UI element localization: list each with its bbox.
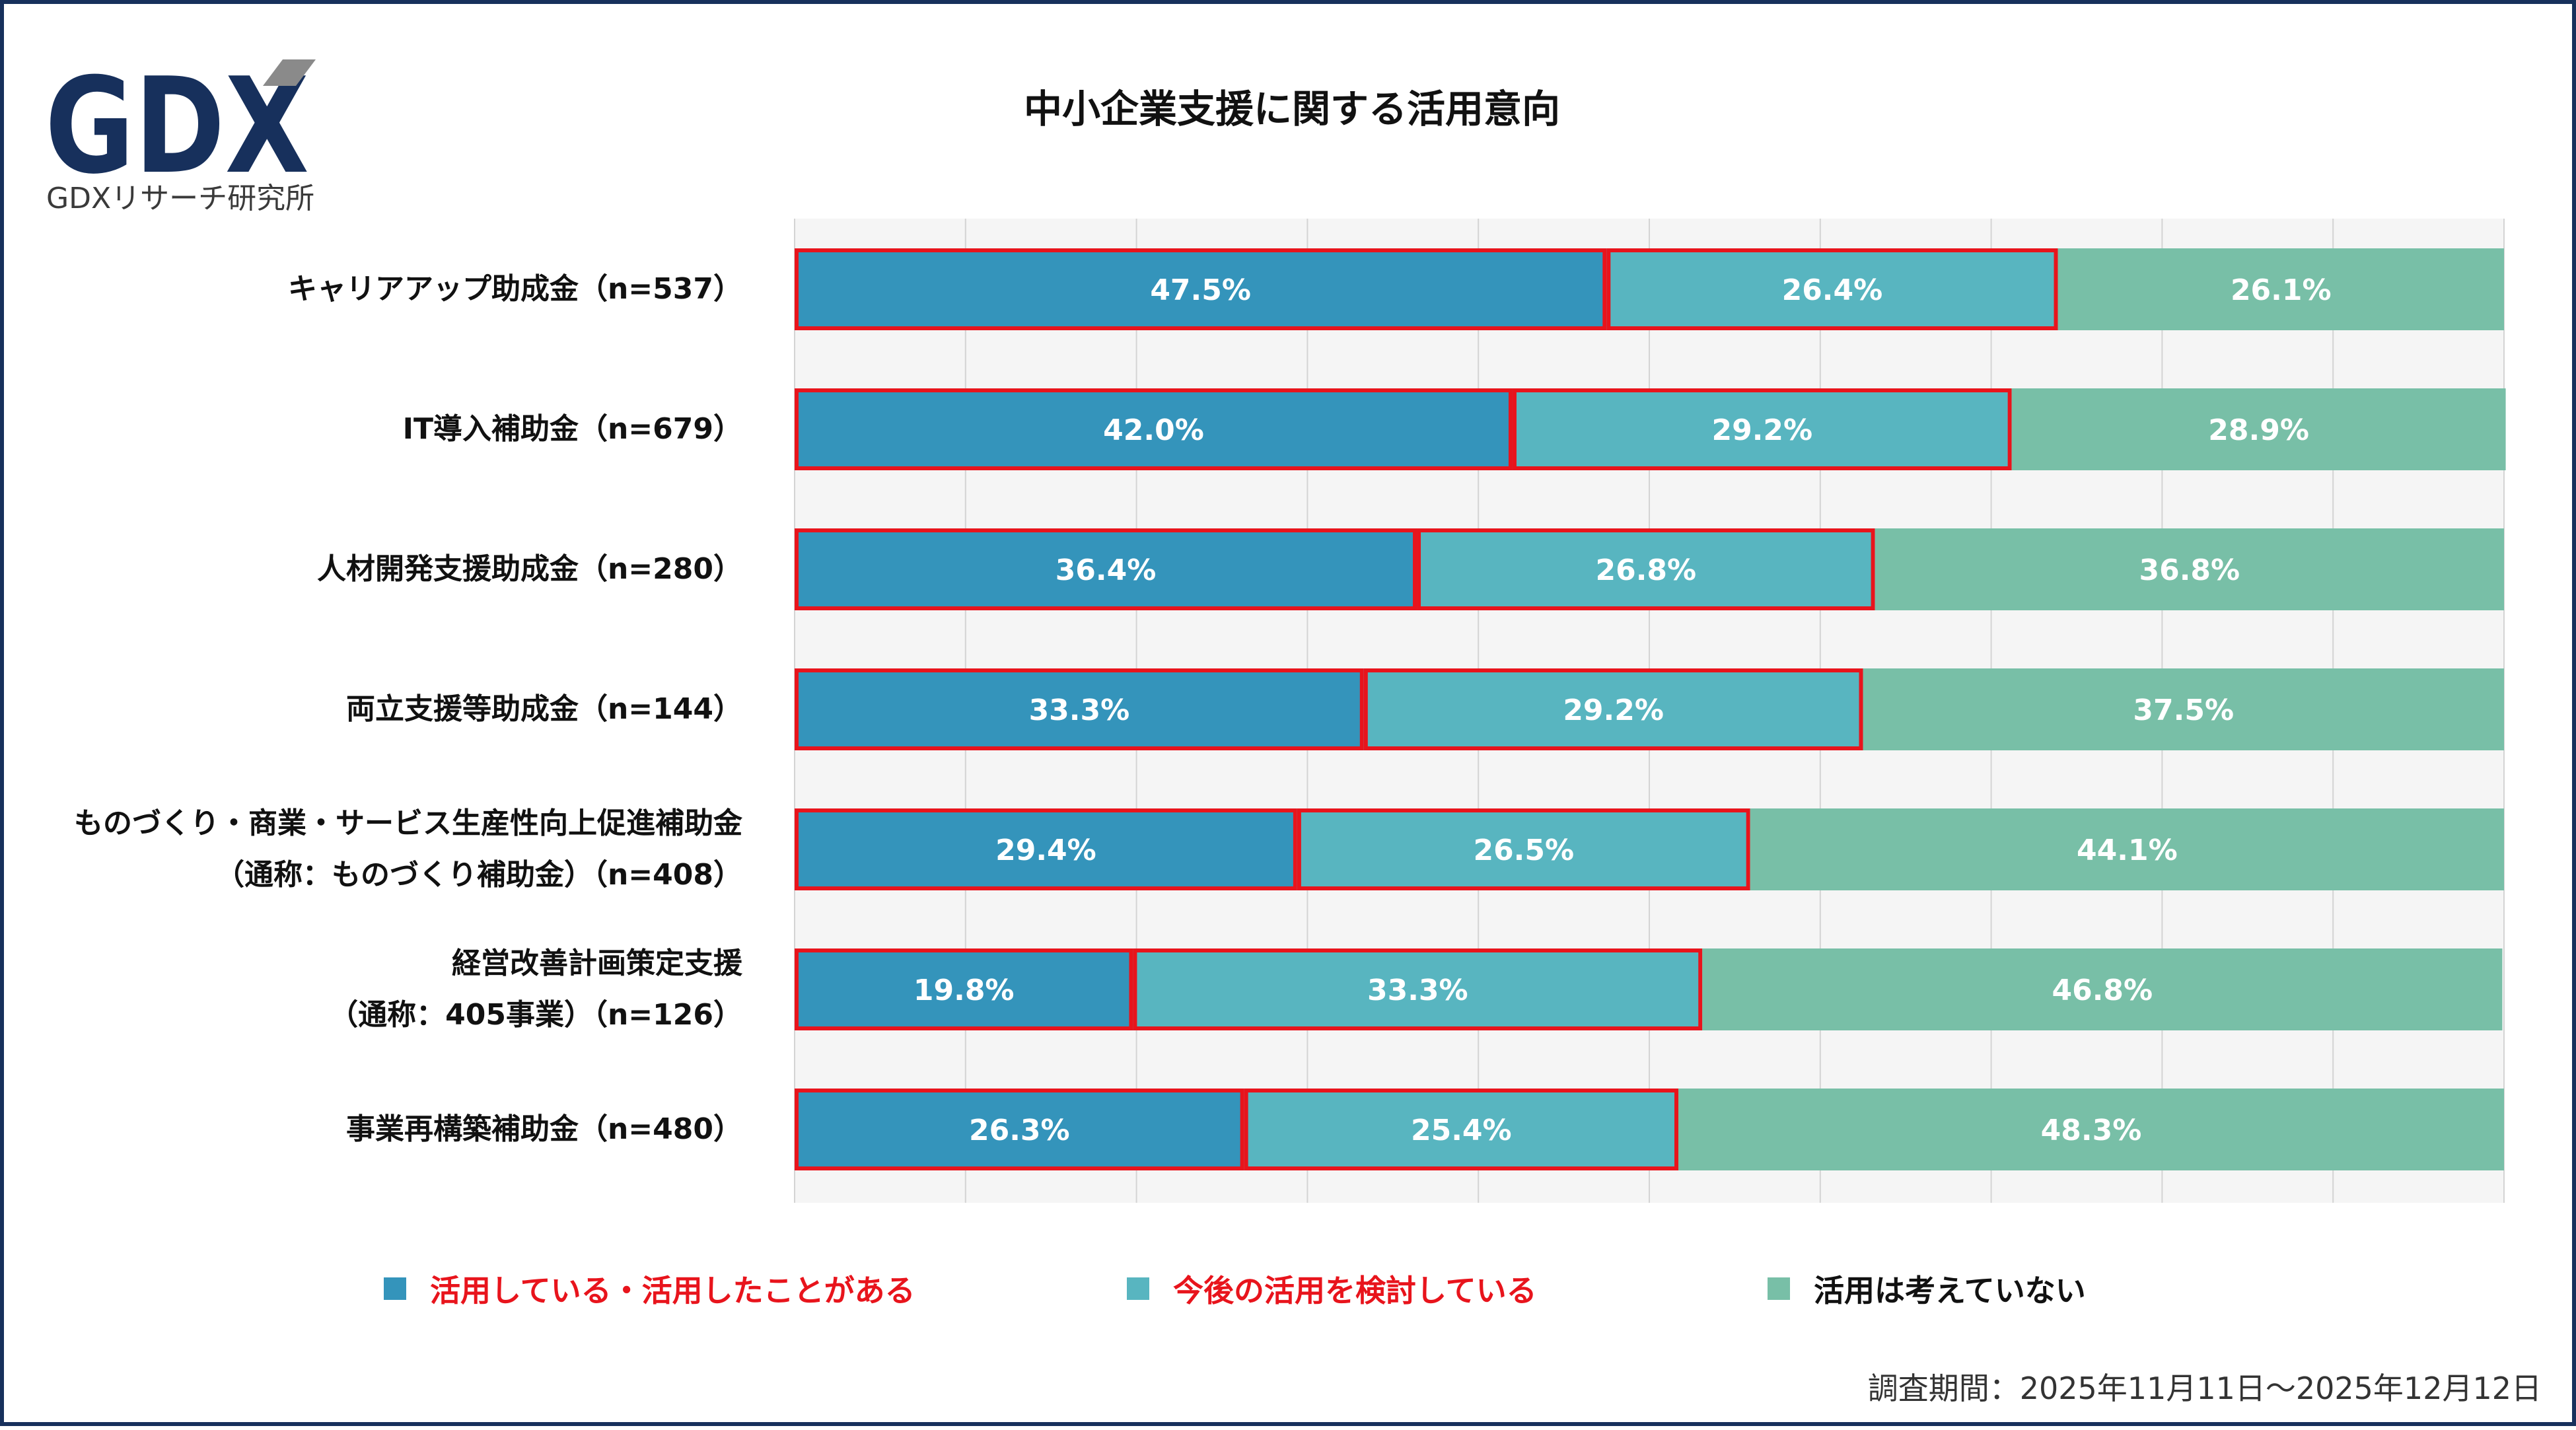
bar-segment xyxy=(1678,1089,2504,1170)
bar-segment xyxy=(795,528,1417,610)
bar-highlight-outline xyxy=(795,668,1364,750)
data-label: 26.3% xyxy=(969,1114,1070,1147)
data-label: 33.3% xyxy=(1029,694,1130,727)
legend: 活用している・活用したことがある 今後の活用を検討している 活用は考えていない xyxy=(4,1262,2576,1315)
bar-highlight-outline xyxy=(795,388,1513,470)
data-label: 44.1% xyxy=(2077,834,2178,867)
bar-segment xyxy=(1512,388,2012,470)
bar-segment xyxy=(2011,388,2506,470)
category-label: キャリアアップ助成金（n=537） xyxy=(0,264,742,315)
bar-segment xyxy=(795,248,1607,330)
gdx-logo: GDX xyxy=(45,59,316,203)
bar-highlight-outline xyxy=(1297,808,1750,890)
data-label: 26.1% xyxy=(2231,273,2332,307)
category-label-line: 経営改善計画策定支援 xyxy=(452,947,742,980)
data-label: 36.4% xyxy=(1055,554,1157,587)
category-label-line: （通称：ものづくり補助金）（n=408） xyxy=(215,858,742,892)
bar-segment xyxy=(1297,808,1750,890)
legend-label: 今後の活用を検討している xyxy=(1173,1273,1537,1308)
bar-segment xyxy=(795,668,1364,750)
legend-swatch xyxy=(1768,1277,1790,1300)
category-label: 人材開発支援助成金（n=280） xyxy=(0,544,742,595)
bar-segment xyxy=(1875,528,2504,610)
category-label-line: 人材開発支援助成金（n=280） xyxy=(316,552,742,586)
category-label-line: 事業再構築補助金（n=480） xyxy=(345,1112,742,1146)
bar-highlight-outline xyxy=(1363,668,1863,750)
category-label-line: （通称：405事業）（n=126） xyxy=(329,998,742,1032)
data-label: 29.4% xyxy=(995,834,1096,867)
category-label: 経営改善計画策定支援 （通称：405事業）（n=126） xyxy=(0,938,742,1041)
category-label: ものづくり・商業・サービス生産性向上促進補助金 （通称：ものづくり補助金）（n=4… xyxy=(0,798,742,901)
bar-segment xyxy=(795,808,1297,890)
category-label-line: 両立支援等助成金（n=144） xyxy=(345,692,742,726)
data-label: 33.3% xyxy=(1367,974,1468,1007)
bar-highlight-outline xyxy=(795,948,1133,1030)
data-label: 42.0% xyxy=(1103,413,1204,447)
legend-swatch xyxy=(1127,1277,1149,1300)
bar-highlight-outline xyxy=(1512,388,2012,470)
category-label: 事業再構築補助金（n=480） xyxy=(0,1104,742,1155)
category-label: 両立支援等助成金（n=144） xyxy=(0,684,742,735)
bar-segment xyxy=(1417,528,1875,610)
data-label: 25.4% xyxy=(1411,1114,1512,1147)
data-label: 19.8% xyxy=(913,974,1015,1007)
data-label: 36.8% xyxy=(2139,554,2240,587)
legend-item: 今後の活用を検討している xyxy=(1127,1262,1537,1315)
bar-segment xyxy=(1863,668,2504,750)
bar-highlight-outline xyxy=(1417,528,1875,610)
bar-highlight-outline xyxy=(1133,948,1703,1030)
data-label: 26.4% xyxy=(1782,273,1883,307)
bar-highlight-outline xyxy=(795,528,1417,610)
category-label-line: キャリアアップ助成金（n=537） xyxy=(287,272,742,306)
survey-period: 調査期間：2025年11月11日～2025年12月12日 xyxy=(1867,1371,2542,1406)
logo-accent-shape xyxy=(263,59,316,86)
legend-item: 活用している・活用したことがある xyxy=(384,1262,915,1315)
bar-segment xyxy=(2057,248,2504,330)
category-label-line: ものづくり・商業・サービス生産性向上促進補助金 xyxy=(74,806,742,840)
bar-segment xyxy=(795,1089,1244,1170)
data-label: 26.8% xyxy=(1595,554,1696,587)
legend-label: 活用は考えていない xyxy=(1814,1273,2086,1308)
data-label: 37.5% xyxy=(2133,694,2234,727)
data-label: 46.8% xyxy=(2052,974,2153,1007)
data-label: 29.2% xyxy=(1563,694,1664,727)
data-label: 48.3% xyxy=(2041,1114,2142,1147)
bar-segment xyxy=(1702,948,2503,1030)
bar-segment xyxy=(1133,948,1703,1030)
data-label: 26.5% xyxy=(1473,834,1574,867)
bar-segment xyxy=(1750,808,2504,890)
stacked-bar-chart: 47.5% 26.4% 26.1% 42.0% 29.2% 28.9% 36.4% 26.8%… xyxy=(794,219,2506,1203)
bar-segment xyxy=(1244,1089,1678,1170)
data-label: 47.5% xyxy=(1150,273,1251,307)
bar-segment xyxy=(1363,668,1863,750)
category-label-line: IT導入補助金（n=679） xyxy=(402,412,742,446)
bar-segment xyxy=(1606,248,2058,330)
chart-title: 中小企業支援に関する活用意向 xyxy=(1023,87,1560,131)
legend-item: 活用は考えていない xyxy=(1768,1262,2086,1315)
bar-highlight-outline xyxy=(1244,1089,1678,1170)
bar-highlight-outline xyxy=(795,248,1607,330)
bar-highlight-outline xyxy=(795,1089,1244,1170)
bar-highlight-outline xyxy=(795,808,1297,890)
legend-swatch xyxy=(384,1277,406,1300)
data-label: 29.2% xyxy=(1711,413,1812,447)
logo-text: GDXリサーチ研究所 xyxy=(46,182,315,215)
category-label: IT導入補助金（n=679） xyxy=(0,404,742,455)
bar-highlight-outline xyxy=(1606,248,2058,330)
bar-segment xyxy=(795,948,1133,1030)
data-label: 28.9% xyxy=(2208,413,2309,447)
bar-segment xyxy=(795,388,1513,470)
legend-label: 活用している・活用したことがある xyxy=(430,1273,915,1308)
